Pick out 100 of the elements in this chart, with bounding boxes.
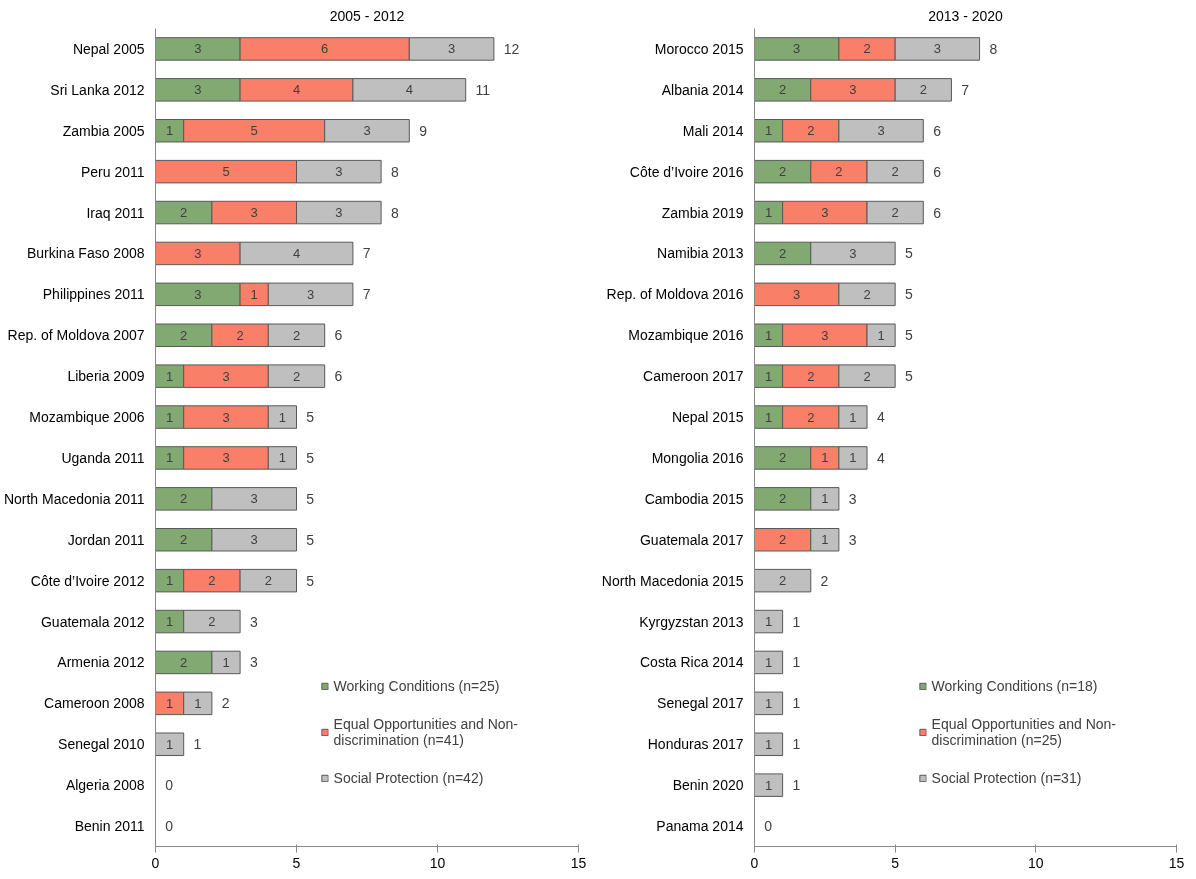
- total-label: 11: [475, 81, 491, 98]
- data-label: 1: [165, 368, 174, 384]
- legend-label: Social Protection (n=31): [931, 770, 1082, 786]
- y-tick-label: Guatemala 2017: [639, 531, 744, 548]
- chart-title: 2005 - 2012: [329, 7, 405, 24]
- y-tick-label: Albania 2014: [661, 81, 744, 98]
- data-label: 3: [877, 123, 885, 139]
- y-tick-label: Senegal 2010: [58, 736, 145, 753]
- y-tick-label: Mozambique 2016: [628, 327, 744, 344]
- bar: [754, 691, 784, 716]
- data-label: 2: [208, 614, 216, 630]
- total-label: 7: [362, 286, 371, 303]
- y-tick-label: Mongolia 2016: [651, 449, 744, 466]
- data-label: 3: [194, 286, 202, 302]
- total-label: 1: [193, 736, 202, 753]
- data-label: 3: [849, 245, 857, 261]
- y-tick-label: Benin 2020: [672, 777, 744, 794]
- y-tick-label: Cameroon 2017: [643, 368, 744, 385]
- y-tick-label: Uganda 2011: [61, 449, 145, 466]
- total-label: 5: [306, 409, 315, 426]
- total-label: 8: [390, 204, 399, 221]
- y-tick-label: Liberia 2009: [67, 368, 145, 385]
- text: 0: [165, 818, 174, 835]
- legend-label: Equal Opportunities and Non-discrimination (n=25): [931, 716, 1116, 748]
- data-label: 2: [180, 654, 188, 670]
- chart-title: 2013 - 2020: [928, 7, 1004, 24]
- x-tick-label: 15: [1168, 854, 1185, 871]
- total-label: 3: [848, 531, 857, 548]
- data-label: 1: [849, 450, 857, 466]
- data-label: 2: [863, 368, 871, 384]
- data-label: 1: [821, 450, 829, 466]
- y-tick-label: Costa Rica 2014: [640, 654, 744, 671]
- data-label: 2: [863, 41, 871, 57]
- x-tick-label: 10: [429, 854, 446, 871]
- legend-label: Working Conditions (n=18): [931, 678, 1098, 694]
- data-label: 2: [891, 164, 899, 180]
- bar: [754, 773, 784, 797]
- data-label: 2: [779, 82, 787, 98]
- bar: [754, 609, 784, 634]
- bar: [155, 732, 185, 756]
- y-tick-label: Namibia 2013: [657, 245, 744, 262]
- y-tick-label: Philippines 2011: [42, 286, 145, 303]
- total-label: 4: [876, 449, 885, 466]
- y-tick-label: Burkina Faso 2008: [26, 245, 145, 262]
- data-label: 1: [764, 327, 773, 343]
- y-tick-label: Mozambique 2006: [29, 409, 145, 426]
- data-label: 1: [194, 695, 202, 711]
- y-tick-label: Algeria 2008: [65, 777, 145, 794]
- total-label: 3: [848, 490, 857, 507]
- data-label: 6: [321, 41, 329, 57]
- total-label: 7: [362, 245, 371, 262]
- data-label: 3: [194, 41, 202, 57]
- data-label: 1: [764, 777, 773, 793]
- data-label: 2: [807, 123, 815, 139]
- total-label: 3: [249, 613, 258, 630]
- total-label: 5: [905, 286, 914, 303]
- total-label: 5: [905, 327, 914, 344]
- y-tick-label: North Macedonia 2015: [601, 572, 744, 589]
- data-label: 1: [849, 409, 857, 425]
- total-label: 9: [419, 122, 428, 139]
- data-label: 3: [363, 123, 371, 139]
- data-label: 3: [250, 205, 258, 221]
- data-label: 3: [222, 409, 230, 425]
- data-label: 1: [764, 409, 773, 425]
- data-label: 1: [165, 123, 174, 139]
- data-label: 1: [250, 286, 258, 302]
- data-label: 1: [165, 695, 174, 711]
- x-tick-label: 15: [570, 854, 587, 871]
- x-tick-label: 0: [151, 854, 160, 871]
- data-label: 3: [250, 532, 258, 548]
- data-label: 2: [180, 205, 188, 221]
- data-label: 3: [793, 286, 801, 302]
- text: 0: [165, 777, 174, 794]
- y-tick-label: Iraq 2011: [86, 204, 145, 221]
- data-label: 2: [779, 573, 787, 589]
- total-label: 6: [334, 327, 343, 344]
- y-tick-label: North Macedonia 2011: [3, 490, 145, 507]
- y-tick-label: Nepal 2005: [72, 40, 145, 57]
- y-tick-label: Benin 2011: [74, 818, 145, 835]
- data-label: 5: [222, 164, 230, 180]
- data-label: 4: [405, 82, 413, 98]
- total-label: 1: [792, 777, 801, 794]
- total-label: 5: [905, 245, 914, 262]
- y-tick-label: Honduras 2017: [647, 736, 744, 753]
- data-label: 2: [863, 286, 871, 302]
- total-label: 7: [961, 81, 970, 98]
- data-label: 1: [764, 695, 773, 711]
- data-label: 1: [278, 409, 287, 425]
- data-label: 5: [250, 123, 258, 139]
- x-tick-label: 5: [292, 854, 301, 871]
- data-label: 3: [250, 491, 258, 507]
- total-label: 1: [792, 613, 801, 630]
- total-label: 6: [334, 368, 343, 385]
- y-tick-label: Cameroon 2008: [44, 695, 145, 712]
- data-label: 2: [264, 573, 272, 589]
- total-label: 6: [933, 122, 942, 139]
- total-label: 4: [876, 409, 885, 426]
- y-tick-label: Rep. of Moldova 2016: [606, 286, 744, 303]
- data-label: 1: [165, 614, 174, 630]
- y-tick-label: Cambodia 2015: [644, 490, 744, 507]
